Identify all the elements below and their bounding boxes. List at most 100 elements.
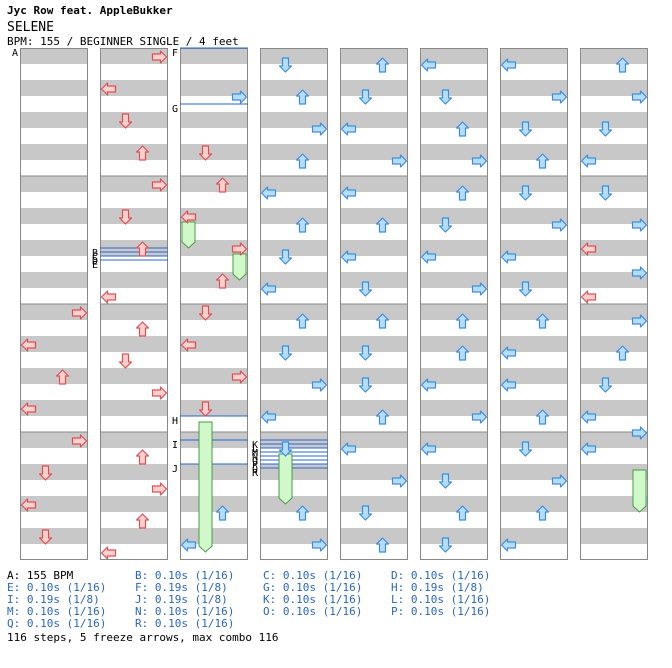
down-arrow-icon [598, 121, 613, 137]
stripe [20, 176, 88, 192]
up-arrow-icon [455, 185, 470, 201]
stripe [100, 48, 168, 64]
stripe [420, 432, 488, 448]
stripe [20, 464, 88, 480]
right-arrow-icon [231, 90, 248, 104]
stripe [580, 176, 648, 192]
up-arrow-icon [295, 89, 310, 105]
freeze-arrow [198, 421, 213, 553]
left-arrow-icon [100, 290, 117, 304]
legend-entry: P: 0.10s (1/16) [391, 605, 491, 618]
stripe [260, 464, 328, 480]
left-arrow-icon [420, 442, 437, 456]
stripe [500, 432, 568, 448]
stripe [20, 144, 88, 160]
left-arrow-icon [20, 338, 37, 352]
marker-label: K [252, 440, 258, 451]
marker-label: O [252, 456, 258, 467]
down-arrow-icon [198, 145, 213, 161]
stripe [580, 304, 648, 320]
up-arrow-icon [135, 321, 150, 337]
stripe [420, 80, 488, 96]
stripe [340, 240, 408, 256]
stripe [420, 464, 488, 480]
stripe [100, 400, 168, 416]
up-arrow-icon [375, 537, 390, 553]
stripe [100, 528, 168, 544]
column-border [580, 48, 648, 560]
right-arrow-icon [631, 266, 648, 280]
left-arrow-icon [580, 242, 597, 256]
right-arrow-icon [151, 178, 168, 192]
stripe [580, 368, 648, 384]
stripe [580, 336, 648, 352]
stripe [580, 208, 648, 224]
down-arrow-icon [438, 537, 453, 553]
stripe [260, 48, 328, 64]
stripe [340, 464, 408, 480]
up-arrow-icon [615, 345, 630, 361]
left-arrow-icon [100, 546, 117, 560]
marker-label: R [252, 468, 259, 479]
right-arrow-icon [151, 386, 168, 400]
chart-column [580, 48, 648, 560]
column-border [20, 48, 88, 560]
stripe [180, 208, 248, 224]
stripe [180, 48, 248, 64]
right-arrow-icon [631, 90, 648, 104]
down-arrow-icon [438, 473, 453, 489]
stripe [100, 368, 168, 384]
right-arrow-icon [391, 474, 408, 488]
column-border [500, 48, 568, 560]
marker-label: Q [252, 464, 258, 475]
marker-label: H [172, 416, 178, 427]
left-arrow-icon [500, 58, 517, 72]
right-arrow-icon [551, 218, 568, 232]
right-arrow-icon [391, 154, 408, 168]
down-arrow-icon [278, 249, 293, 265]
stripe [260, 176, 328, 192]
legend-entry: D: 0.10s (1/16) [391, 569, 491, 582]
legend-entry: N: 0.10s (1/16) [135, 605, 235, 618]
left-arrow-icon [580, 410, 597, 424]
stripe [180, 528, 248, 544]
stripe [180, 496, 248, 512]
legend-entry: J: 0.19s (1/8) [135, 593, 228, 606]
up-arrow-icon [215, 177, 230, 193]
right-arrow-icon [71, 434, 88, 448]
stripe [260, 368, 328, 384]
stripe [500, 240, 568, 256]
marker-label: L [252, 444, 258, 455]
down-arrow-icon [278, 345, 293, 361]
left-arrow-icon [340, 122, 357, 136]
stripe [580, 48, 648, 64]
stripe [100, 144, 168, 160]
right-arrow-icon [71, 306, 88, 320]
stripe [20, 272, 88, 288]
column-border [340, 48, 408, 560]
legend-entry: L: 0.10s (1/16) [391, 593, 491, 606]
down-arrow-icon [118, 113, 133, 129]
stripe [20, 528, 88, 544]
stripe [580, 144, 648, 160]
up-arrow-icon [615, 57, 630, 73]
stripe [180, 304, 248, 320]
up-arrow-icon [295, 153, 310, 169]
down-arrow-icon [598, 377, 613, 393]
up-arrow-icon [215, 505, 230, 521]
legend-entry: K: 0.10s (1/16) [263, 593, 363, 606]
left-arrow-icon [420, 378, 437, 392]
stripe [580, 496, 648, 512]
stripe [20, 112, 88, 128]
stripe [340, 208, 408, 224]
stripe [340, 496, 408, 512]
right-arrow-icon [151, 50, 168, 64]
marker-label: J [172, 464, 178, 475]
right-arrow-icon [631, 426, 648, 440]
stripe [260, 272, 328, 288]
stripe [500, 112, 568, 128]
freeze-arrow [181, 221, 196, 249]
down-arrow-icon [198, 401, 213, 417]
down-arrow-icon [518, 185, 533, 201]
up-arrow-icon [135, 145, 150, 161]
